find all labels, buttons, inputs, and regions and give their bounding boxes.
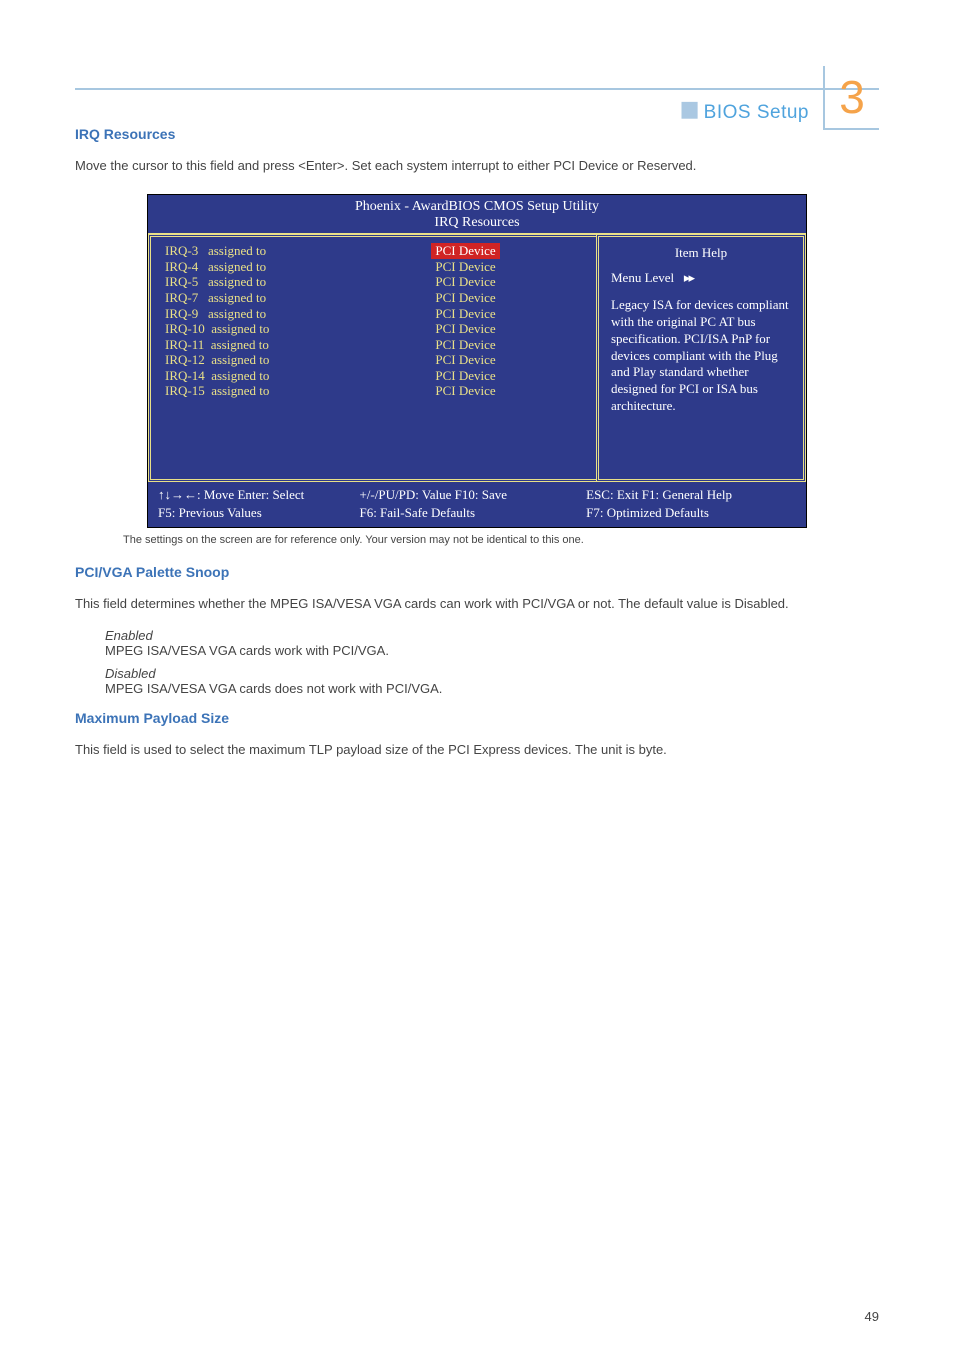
- footer-value: +/-/PU/PD: Value F10: Save: [359, 486, 586, 504]
- pci-value[interactable]: PCI Device: [435, 321, 495, 337]
- pci-value[interactable]: PCI Device: [435, 368, 495, 384]
- pci-value[interactable]: PCI Device: [435, 274, 495, 290]
- help-heading: Item Help: [611, 245, 791, 262]
- chapter-badge: ▮▮ BIOS Setup 3: [679, 66, 879, 130]
- footer-f5: F5: Previous Values: [158, 504, 359, 522]
- irq-row[interactable]: IRQ-15 assigned to: [165, 383, 345, 399]
- bios-title-line2: IRQ Resources: [434, 215, 519, 230]
- irq-row[interactable]: IRQ-10 assigned to: [165, 321, 345, 337]
- help-body: Legacy ISA for devices compliant with th…: [611, 297, 791, 415]
- triangle-icon: ▸▸: [684, 270, 693, 285]
- pci-value[interactable]: PCI Device: [435, 259, 495, 275]
- section-label: BIOS Setup: [704, 102, 809, 130]
- palette-snoop-title: PCI/VGA Palette Snoop: [75, 564, 879, 580]
- irq-resources-body: Move the cursor to this field and press …: [75, 156, 879, 176]
- irq-row[interactable]: IRQ-11 assigned to: [165, 337, 345, 353]
- option-disabled-body: MPEG ISA/VESA VGA cards does not work wi…: [105, 681, 879, 696]
- screenshot-caption: The settings on the screen are for refer…: [75, 534, 879, 546]
- pci-value-selected[interactable]: PCI Device: [431, 243, 499, 259]
- bios-main: IRQ-3 assigned to IRQ-4 assigned to IRQ-…: [148, 234, 596, 482]
- irq-row[interactable]: IRQ-14 assigned to: [165, 368, 345, 384]
- footer-move: ↑↓→←: Move Enter: Select: [158, 486, 359, 504]
- irq-row[interactable]: IRQ-12 assigned to: [165, 352, 345, 368]
- palette-snoop-body: This field determines whether the MPEG I…: [75, 594, 879, 614]
- irq-row[interactable]: IRQ-3 assigned to: [165, 243, 345, 259]
- footer-f6: F6: Fail-Safe Defaults: [359, 504, 586, 522]
- bios-panel: Phoenix - AwardBIOS CMOS Setup Utility I…: [147, 194, 807, 528]
- pci-value[interactable]: PCI Device: [435, 383, 495, 399]
- irq-row[interactable]: IRQ-7 assigned to: [165, 290, 345, 306]
- menu-level: Menu Level ▸▸: [611, 270, 791, 287]
- option-enabled-head: Enabled: [105, 628, 879, 643]
- page-number: 49: [865, 1309, 879, 1324]
- bios-title: Phoenix - AwardBIOS CMOS Setup Utility I…: [148, 195, 806, 234]
- max-payload-title: Maximum Payload Size: [75, 710, 879, 726]
- pci-value[interactable]: PCI Device: [435, 290, 495, 306]
- irq-row[interactable]: IRQ-9 assigned to: [165, 306, 345, 322]
- option-enabled-body: MPEG ISA/VESA VGA cards work with PCI/VG…: [105, 643, 879, 658]
- header-tick-icon: ▮▮: [679, 96, 695, 130]
- irq-row[interactable]: IRQ-5 assigned to: [165, 274, 345, 290]
- pci-value[interactable]: PCI Device: [435, 306, 495, 322]
- footer-f7: F7: Optimized Defaults: [586, 504, 796, 522]
- max-payload-body: This field is used to select the maximum…: [75, 740, 879, 760]
- irq-row[interactable]: IRQ-4 assigned to: [165, 259, 345, 275]
- bios-title-line1: Phoenix - AwardBIOS CMOS Setup Utility: [355, 199, 599, 214]
- chapter-number: 3: [839, 70, 865, 124]
- bios-irq-list: IRQ-3 assigned to IRQ-4 assigned to IRQ-…: [165, 243, 345, 399]
- chapter-box: 3: [823, 66, 879, 130]
- bios-help-panel: Item Help Menu Level ▸▸ Legacy ISA for d…: [596, 234, 806, 482]
- options-block: Enabled MPEG ISA/VESA VGA cards work wit…: [105, 628, 879, 696]
- page-header: ▮▮ BIOS Setup 3: [75, 88, 879, 90]
- bios-footer: ↑↓→←: Move Enter: Select F5: Previous Va…: [148, 482, 806, 527]
- pci-value[interactable]: PCI Device: [435, 337, 495, 353]
- footer-esc: ESC: Exit F1: General Help: [586, 486, 796, 504]
- pci-value[interactable]: PCI Device: [435, 352, 495, 368]
- option-disabled-head: Disabled: [105, 666, 879, 681]
- bios-values: PCI Device PCI Device PCI Device PCI Dev…: [345, 243, 586, 399]
